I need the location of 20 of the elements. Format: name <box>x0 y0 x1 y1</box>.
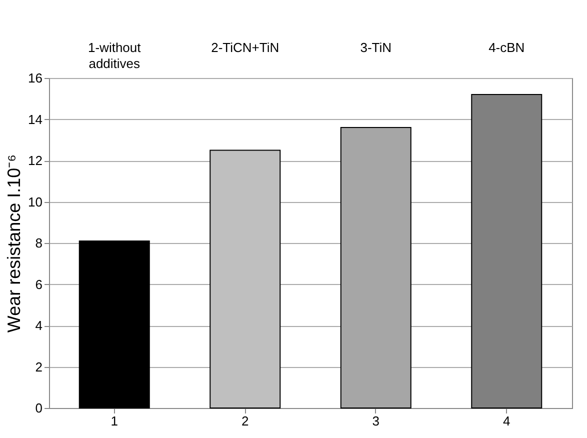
y-tick-label: 0 <box>35 400 42 416</box>
x-tick-label: 4 <box>503 414 510 428</box>
x-tick-label: 3 <box>372 414 380 428</box>
y-tick-label: 2 <box>35 359 42 374</box>
x-tick-label: 1 <box>110 414 118 428</box>
text: 3-TiN <box>360 40 392 55</box>
text: 4-cBN <box>488 40 525 55</box>
x-tick-label: 2 <box>242 414 249 428</box>
y-tick-label: 8 <box>35 236 42 250</box>
y-tick-label: 14 <box>28 112 42 127</box>
y-tick-label: 6 <box>35 276 42 292</box>
text: 2-TiCN+TiN <box>211 40 280 55</box>
y-tick-label: 16 <box>28 70 42 86</box>
bar <box>210 150 281 408</box>
y-tick-label: 10 <box>28 194 42 210</box>
y-tick-label: 4 <box>35 318 42 333</box>
bar <box>78 240 150 408</box>
y-axis-title: Wear resistance I.10⁻⁶ <box>4 154 24 333</box>
y-tick-label: 12 <box>28 153 42 168</box>
text: 1-without additives <box>88 40 142 71</box>
